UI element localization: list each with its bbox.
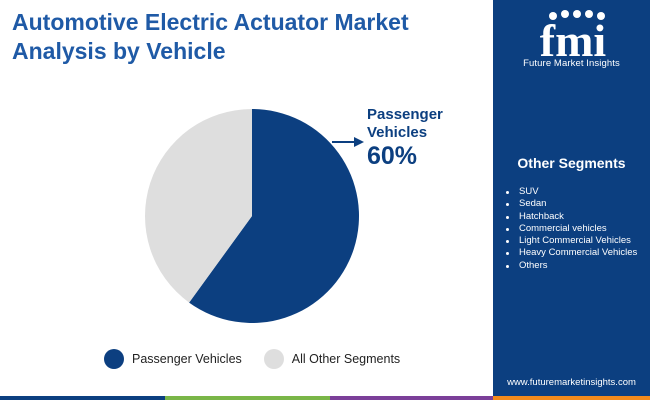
pie-slice-all-other-segments (145, 109, 252, 303)
bar-segment (0, 396, 165, 400)
legend-label-all-other-segments: All Other Segments (291, 352, 401, 366)
pie-slices (145, 109, 359, 323)
segment-item: Hatchback (503, 211, 637, 223)
segment-item: Commercial vehicles (503, 223, 637, 235)
pie-slice-passenger-vehicles (189, 109, 359, 323)
brand-name: Future Market Insights (523, 58, 620, 69)
segment-item: SUV (503, 186, 637, 198)
arrow-head (354, 137, 364, 147)
pie-chart (145, 109, 364, 323)
legend-swatch-all-other-segments (263, 349, 284, 369)
chart-title: Automotive Electric Actuator Market Anal… (12, 9, 409, 64)
fmi-logo: fmi (540, 10, 607, 66)
segment-item: Others (503, 260, 637, 272)
segment-item: Heavy Commercial Vehicles (503, 247, 637, 259)
segment-item: Sedan (503, 198, 637, 210)
slice-annotation-arrow (332, 137, 364, 147)
bar-segment (165, 396, 330, 400)
bar-segment (330, 396, 493, 400)
legend-label-passenger-vehicles: Passenger Vehicles (132, 352, 242, 366)
segment-item: Light Commercial Vehicles (503, 235, 637, 247)
legend-item-all-other-segments: All Other Segments (263, 349, 401, 369)
legend: Passenger Vehicles All Other Segments (104, 348, 422, 370)
legend-swatch-passenger-vehicles (104, 349, 124, 369)
logo-text: fmi (540, 15, 607, 66)
sidebar: fmi Future Market Insights Other Segment… (493, 0, 650, 400)
slice-label-name: Passenger Vehicles (367, 106, 443, 141)
website-link[interactable]: www.futuremarketinsights.com (507, 377, 636, 388)
legend-item-passenger-vehicles: Passenger Vehicles (104, 349, 242, 369)
bar-segment (493, 396, 650, 400)
other-segments-list: SUV Sedan Hatchback Commercial vehicles … (503, 186, 637, 272)
slice-label-passenger-vehicles: Passenger Vehicles 60% (367, 106, 443, 170)
bottom-color-bar (0, 396, 650, 400)
other-segments-title: Other Segments (517, 155, 626, 171)
slice-label-value: 60% (367, 142, 418, 170)
